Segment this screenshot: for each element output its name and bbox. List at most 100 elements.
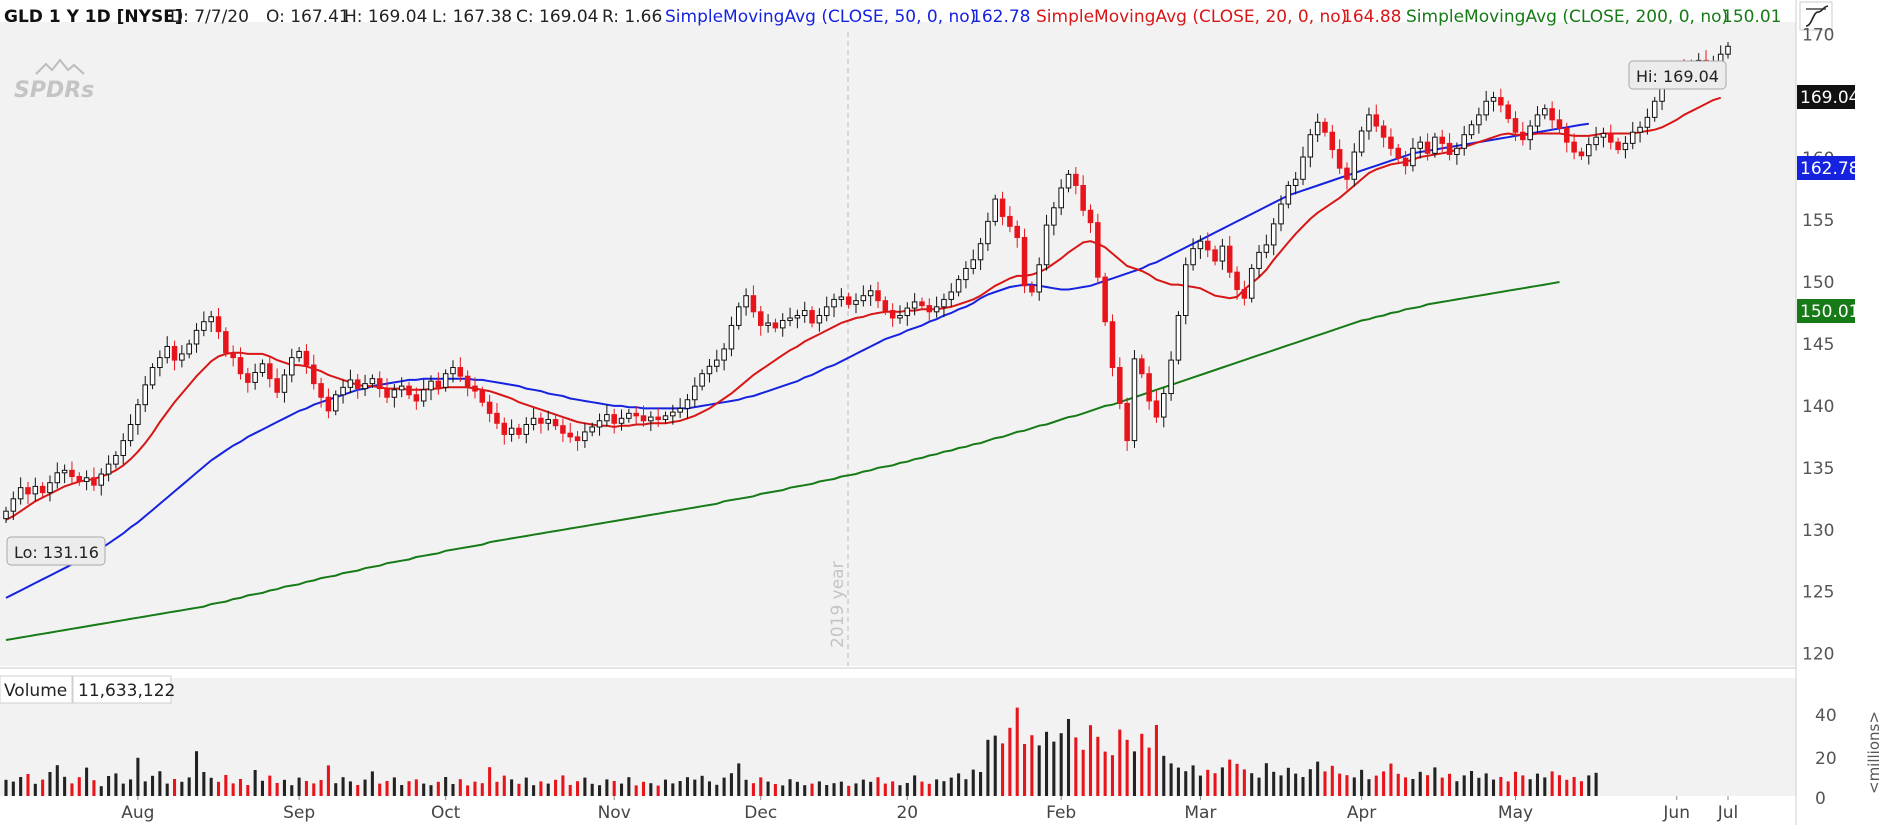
candle-body [1600,132,1607,138]
candle-body [706,365,713,375]
candle [1285,181,1292,209]
candle-body [252,371,258,383]
sma200-label[interactable]: SimpleMovingAvg (CLOSE, 200, 0, no) [1406,7,1728,27]
volume-bar [268,775,272,796]
candle [721,343,727,371]
volume-bar [19,777,23,796]
candle [1131,350,1138,448]
candle-body [1336,149,1343,169]
sma200-price-value: 150.01 [1800,302,1859,322]
volume-bar [693,779,697,796]
candle [501,417,508,445]
volume-bar [282,779,286,796]
volume-bar [1059,733,1063,796]
candle [369,374,376,388]
candle [398,377,405,398]
candle-body [545,419,552,424]
candle-body [1322,121,1328,133]
candle [948,283,955,307]
volume-bar [77,777,81,796]
candle [1168,351,1174,401]
volume-bar [847,785,851,796]
candle [919,297,925,310]
candle [193,323,200,353]
candle-body [1102,276,1108,323]
volume-bar [1565,779,1569,796]
candle-body [1498,97,1504,106]
candle [648,411,654,432]
candle [3,506,9,523]
candle-body [1029,285,1035,293]
volume-bar [656,785,660,796]
candle-body [384,388,390,398]
candle-body [281,374,288,393]
candle-body [772,322,779,329]
candle-body [1564,128,1570,143]
candle-body [560,425,566,434]
spdrs-logo: SPDRs [14,58,94,103]
volume-bar [99,786,103,796]
volume-bar [1250,773,1254,796]
volume-bar [1418,771,1422,796]
candle [237,347,244,380]
candle-body [1358,130,1365,153]
candle-body [1278,203,1284,225]
candle-body [186,343,192,355]
candle [823,296,830,322]
candle [1446,133,1453,161]
candle-body [413,394,420,402]
volume-bar [1110,755,1115,796]
candle [640,405,647,427]
volume-bar [1176,767,1180,796]
volume-bar [546,783,550,796]
candle [494,403,500,430]
candle-body [618,417,625,424]
sma50-label[interactable]: SimpleMovingAvg (CLOSE, 50, 0, no) [665,7,976,27]
volume-bar [356,785,360,796]
candle-body [54,472,61,484]
volume-bar [1455,781,1459,796]
candle [933,296,940,318]
candle [860,285,867,307]
volume-bar [473,781,477,796]
candle [1270,218,1277,256]
volume-bar [70,783,74,796]
candle-body [1556,119,1563,130]
candle-body [1512,118,1519,133]
volume-bar [216,781,221,796]
volume-bar [627,777,631,796]
drawing-tool-icon[interactable] [1799,1,1833,31]
volume-bar [1308,769,1312,796]
price-tick-label: 120 [1802,645,1834,665]
candle-body [1256,251,1262,269]
volume-bar [1579,781,1583,796]
volume-unit-label: <millions> [1865,711,1883,794]
candle-body [948,291,955,300]
candle-body [1454,147,1460,156]
candle-body [845,296,852,305]
volume-bar [194,751,199,796]
candle [354,374,361,399]
sma20-label[interactable]: SimpleMovingAvg (CLOSE, 20, 0, no) [1036,7,1347,27]
candle [897,305,903,324]
candle [332,390,339,416]
volume-bar [971,769,975,796]
candle-body [1446,142,1453,156]
candle-body [105,463,112,475]
candle-body [76,476,83,482]
candle [1109,314,1116,377]
candle [267,356,273,388]
volume-bar [1132,751,1136,796]
candle [1439,129,1445,153]
volume-bar [348,781,352,796]
volume-bar [554,779,558,796]
candle-body [98,473,105,486]
candle [970,249,977,275]
volume-bar [1096,736,1100,796]
candle-body [201,321,207,331]
candle [420,379,427,407]
candle-body [435,380,442,388]
volume-bar [957,773,961,796]
candle [1014,220,1020,248]
